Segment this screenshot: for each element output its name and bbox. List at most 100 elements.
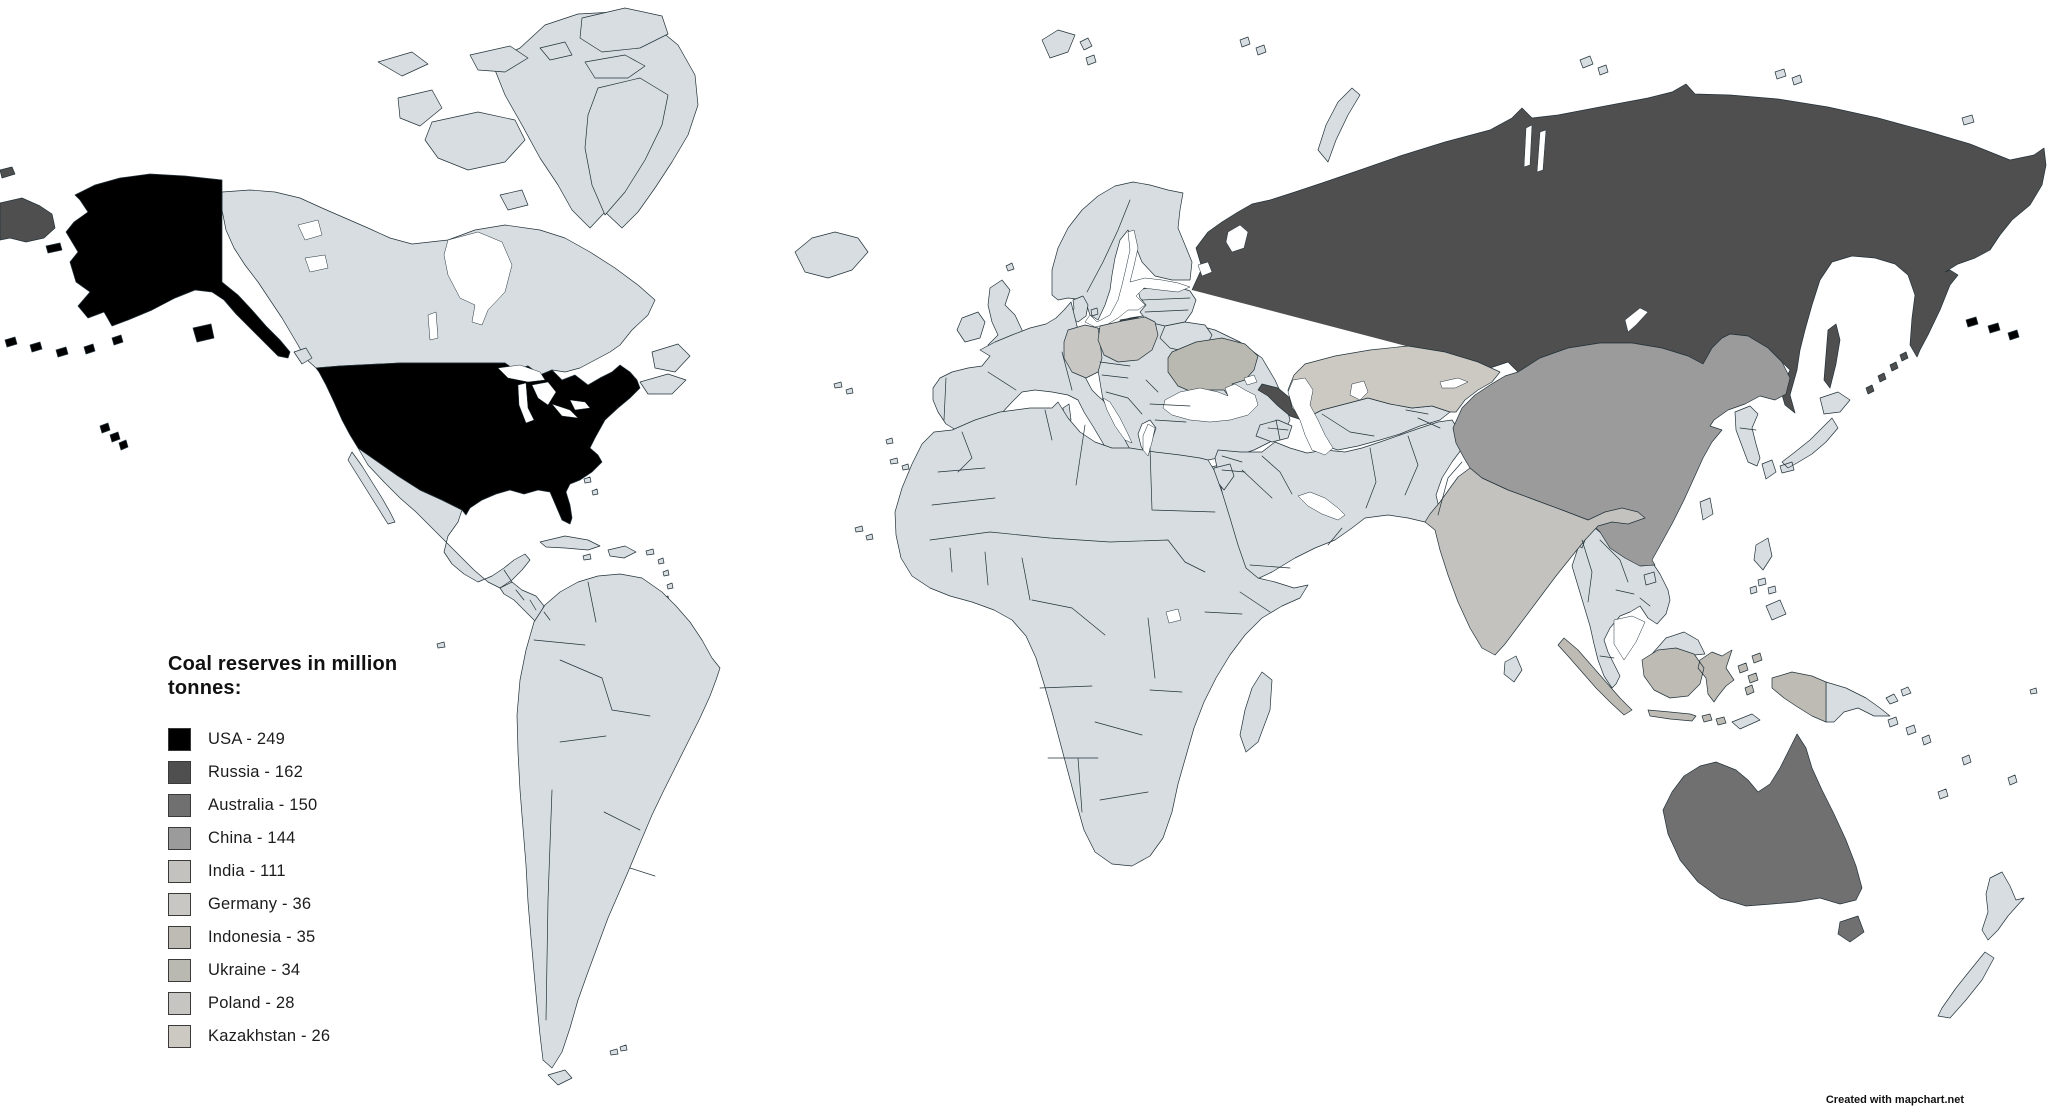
borders-korea-caucasus	[1267, 419, 1757, 441]
adriatic-sea	[1102, 397, 1133, 444]
island-madagascar[interactable]	[1239, 671, 1273, 753]
borders-southeast-asia	[1581, 539, 1651, 659]
country-usa-alaska[interactable]	[65, 173, 291, 359]
country-papua-new-guinea[interactable]	[1825, 681, 1912, 723]
caspian-sea	[1287, 377, 1334, 456]
legend-row: Poland - 28	[168, 987, 458, 1020]
legend-label: USA - 249	[208, 729, 286, 748]
landmass-africa[interactable]	[894, 401, 1309, 867]
ob-estuaries	[1523, 124, 1547, 173]
lake-baikal	[1624, 307, 1649, 333]
island-sri-lanka[interactable]	[1503, 655, 1523, 683]
country-japan[interactable]	[1761, 391, 1851, 480]
borders-europe	[943, 199, 1191, 423]
legend-row: Germany - 36	[168, 888, 458, 921]
borders-middle-east	[1221, 435, 1463, 569]
legend-label: Russia - 162	[208, 762, 304, 781]
legend-color-swatch	[168, 760, 191, 784]
island-cuba[interactable]	[539, 535, 601, 551]
baltic-sea	[1084, 229, 1191, 328]
legend-title-line2: tonnes:	[168, 677, 242, 700]
island-ireland[interactable]	[956, 311, 986, 343]
legend-row: Ukraine - 34	[168, 954, 458, 987]
aegean-sea	[1142, 423, 1156, 457]
legend-label: Ukraine - 34	[208, 960, 301, 979]
white-sea	[1225, 224, 1249, 253]
legend-color-swatch	[168, 826, 191, 850]
landmass-south-america[interactable]	[516, 573, 721, 1069]
island-vancouver[interactable]	[293, 347, 313, 365]
legend-title: Coal reserves in million tonnes:	[168, 652, 458, 701]
legend-label: Poland - 28	[208, 993, 295, 1012]
legend-label: Germany - 36	[208, 894, 312, 913]
islands-pacific-dots	[1887, 687, 2038, 800]
country-denmark[interactable]	[1070, 295, 1099, 323]
great-lakes	[497, 364, 591, 424]
island-timor[interactable]	[1731, 713, 1761, 730]
legend-row: India - 111	[168, 855, 458, 888]
map-legend: Coal reserves in million tonnes: USA - 2…	[168, 652, 458, 1053]
internal-borders	[503, 199, 1757, 1021]
legend-color-swatch	[168, 892, 191, 916]
country-usa-islands	[4, 242, 2020, 451]
country-australia-tasmania[interactable]	[1837, 915, 1865, 943]
legend-label: China - 144	[208, 828, 296, 847]
borders-central-asia	[1321, 409, 1441, 437]
island-hainan[interactable]	[1643, 571, 1657, 586]
legend-color-swatch	[168, 859, 191, 883]
legend-row: Indonesia - 35	[168, 921, 458, 954]
legend-label: India - 111	[208, 861, 286, 880]
country-indonesia[interactable]	[1557, 637, 1827, 726]
legend-color-swatch	[168, 727, 191, 751]
hudson-bay	[443, 231, 513, 326]
country-poland[interactable]	[1097, 316, 1159, 363]
legend-row: China - 144	[168, 822, 458, 855]
island-tierra-del-fuego[interactable]	[547, 1069, 573, 1086]
country-australia[interactable]	[1662, 733, 1863, 907]
legend-items: USA - 249 Russia - 162 Australia - 150 C…	[168, 723, 458, 1053]
legend-label: Australia - 150	[208, 795, 318, 814]
landmass-canada[interactable]	[221, 189, 656, 376]
canadian-lakes	[297, 219, 439, 341]
legend-label: Indonesia - 35	[208, 927, 316, 946]
legend-row: Kazakhstan - 26	[168, 1020, 458, 1053]
gulf-of-thailand	[1613, 615, 1646, 661]
borders-south-america	[533, 581, 656, 1021]
seas-and-lakes	[297, 124, 1649, 661]
borders-central-america	[503, 569, 551, 621]
island-iceland[interactable]	[794, 231, 869, 279]
legend-row: Russia - 162	[168, 756, 458, 789]
island-newfoundland[interactable]	[639, 343, 691, 395]
legend-color-swatch	[168, 1024, 191, 1048]
islands-atlantic-pacific-dots	[436, 381, 910, 1056]
legend-color-swatch	[168, 925, 191, 949]
colored-countries	[0, 83, 2047, 943]
legend-label: Kazakhstan - 26	[208, 1026, 331, 1045]
islands-arctic-russia	[1041, 29, 1975, 163]
legend-color-swatch	[168, 991, 191, 1015]
country-usa-mainland[interactable]	[315, 362, 641, 525]
legend-row: Australia - 150	[168, 789, 458, 822]
attribution-text: Created with mapchart.net	[1825, 1094, 1964, 1106]
islands-philippines[interactable]	[1749, 537, 1787, 621]
country-india[interactable]	[1424, 467, 1646, 656]
landmass-scandinavia[interactable]	[1051, 181, 1193, 321]
island-hispaniola[interactable]	[607, 545, 637, 559]
country-germany[interactable]	[1063, 324, 1103, 379]
country-new-zealand[interactable]	[1937, 871, 2025, 1019]
legend-color-swatch	[168, 958, 191, 982]
legend-row: USA - 249	[168, 723, 458, 756]
borders-africa	[929, 409, 1271, 813]
lake-balkhash	[1439, 377, 1469, 389]
black-sea	[1162, 374, 1259, 423]
country-south-korea[interactable]	[1734, 405, 1761, 467]
lake-ladoga	[1197, 261, 1213, 277]
island-taiwan[interactable]	[1699, 497, 1714, 521]
region-caucasus-states[interactable]	[1255, 419, 1293, 443]
landmass-canadian-arctic-islands[interactable]	[377, 7, 669, 216]
legend-color-swatch	[168, 793, 191, 817]
legend-title-line1: Coal reserves in million	[168, 653, 398, 675]
lake-victoria	[1165, 608, 1182, 624]
